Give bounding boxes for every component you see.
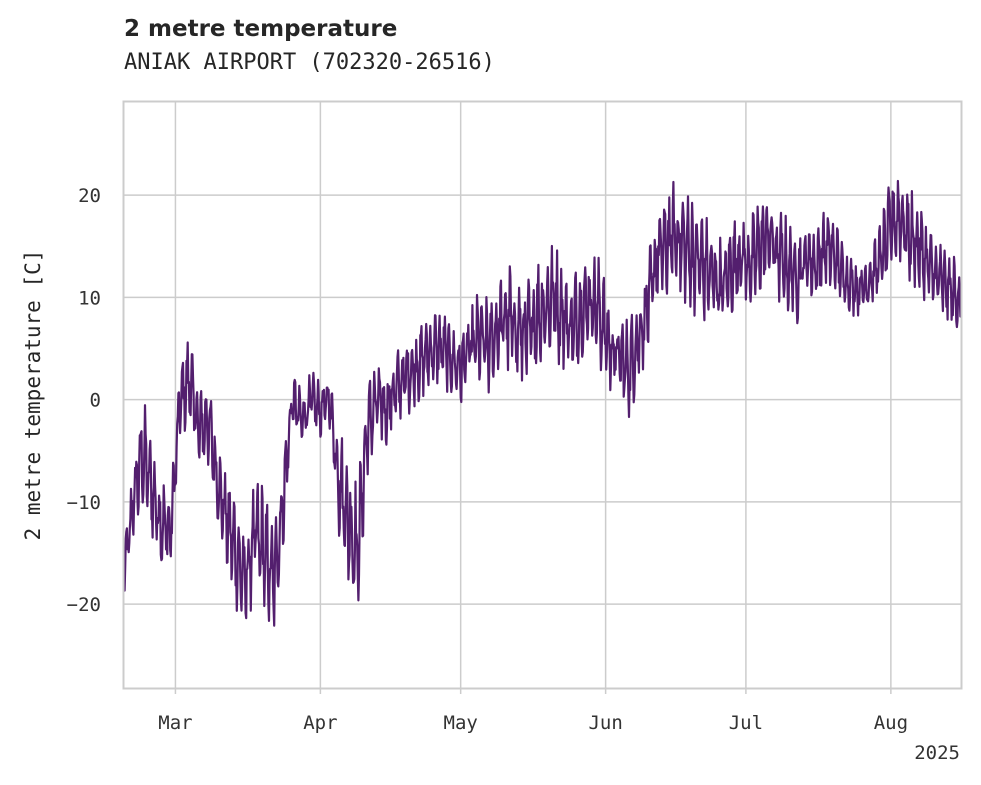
plot-frame: [122, 100, 963, 690]
x-offset-label: 2025: [914, 742, 960, 764]
x-tick-label: Jun: [588, 712, 622, 734]
x-tick-label: Mar: [158, 712, 192, 734]
y-axis-ticks: −20 −10 0 10 20: [67, 185, 101, 616]
x-tick-label: Aug: [874, 712, 908, 734]
x-axis-ticks: Mar Apr May Jun Jul Aug: [158, 688, 908, 734]
y-tick-label: −10: [67, 492, 101, 514]
y-tick-label: 10: [78, 287, 101, 309]
series-line-group: [122, 179, 963, 627]
x-tick-label: Jul: [729, 712, 763, 734]
y-tick-label: −20: [67, 594, 101, 616]
y-tick-label: 20: [78, 185, 101, 207]
x-tick-label: May: [444, 712, 478, 734]
x-tick-label: Apr: [303, 712, 337, 734]
chart-subtitle: ANIAK AIRPORT (702320-26516): [124, 50, 495, 75]
y-tick-label: 0: [90, 390, 101, 412]
grid: [124, 102, 961, 688]
temperature-series-line: [122, 179, 963, 627]
chart-title: 2 metre temperature: [124, 16, 398, 42]
y-axis-label: 2 metre temperature [C]: [21, 250, 45, 541]
